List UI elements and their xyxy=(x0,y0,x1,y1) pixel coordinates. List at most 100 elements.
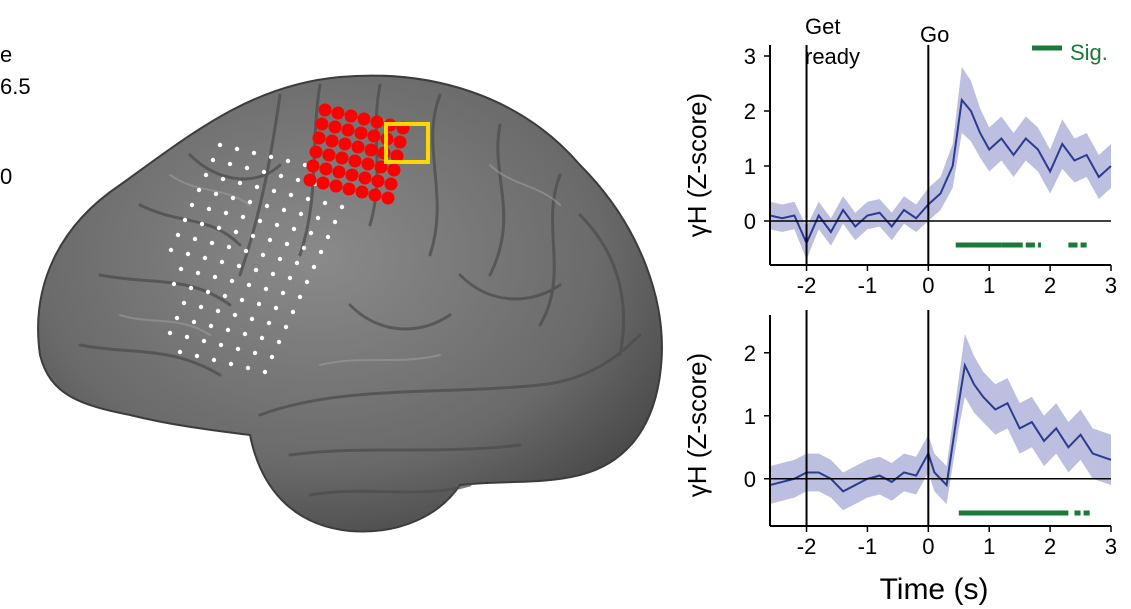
active-electrode xyxy=(390,149,404,163)
x-tick-label: 2 xyxy=(1044,273,1056,298)
electrode-dot xyxy=(240,214,246,220)
electrode-dot xyxy=(203,172,209,178)
electrode-dot xyxy=(202,255,208,261)
electrode-dot xyxy=(216,225,222,231)
top-tick-labels: -2 -1 0 1 2 3 0 1 2 3 xyxy=(744,44,1117,298)
electrode-dot xyxy=(181,300,187,306)
edge-text-3: 0 xyxy=(0,164,13,189)
bottom-axes xyxy=(769,315,1111,527)
active-electrode xyxy=(367,129,381,143)
electrode-dot xyxy=(223,210,229,216)
y-tick-label: 0 xyxy=(744,209,756,234)
top-event-lines xyxy=(805,45,930,265)
electrode-dot xyxy=(315,215,321,221)
electrode-dot xyxy=(261,169,267,175)
x-axis-label: Time (s) xyxy=(880,573,989,606)
active-electrode xyxy=(361,157,375,171)
active-electrode xyxy=(329,179,343,193)
electrode-dot xyxy=(227,161,233,167)
active-electrode xyxy=(335,151,349,165)
legend: Sig. xyxy=(1032,40,1108,65)
event-label-ready: ready xyxy=(805,44,860,69)
y-tick-label: 2 xyxy=(744,99,756,124)
bottom-ci-band xyxy=(770,333,1111,511)
electrode-dot xyxy=(257,218,263,224)
electrode-dot xyxy=(254,184,260,190)
electrode-dot xyxy=(291,226,297,232)
x-tick-label: -2 xyxy=(797,534,817,559)
electrode-dot xyxy=(284,241,290,247)
electrode-dot xyxy=(178,266,184,272)
electrode-dot xyxy=(298,211,304,217)
selected-electrode-box xyxy=(384,122,430,164)
bottom-y-axis-label: γH (Z-score) xyxy=(682,353,712,497)
y-tick-label: 2 xyxy=(744,341,756,366)
active-electrode xyxy=(338,137,352,151)
electrode-dot xyxy=(322,200,328,206)
electrode-dot xyxy=(192,236,198,242)
active-electrode xyxy=(318,103,332,117)
electrode-dot xyxy=(294,260,300,266)
electrode-dot xyxy=(222,293,228,299)
electrode-dot xyxy=(252,350,258,356)
brain-image xyxy=(37,74,663,533)
active-electrode xyxy=(315,117,329,131)
mean-trace xyxy=(769,97,1112,246)
electrode-dot xyxy=(277,256,283,262)
electrode-dot xyxy=(270,271,276,277)
electrode-dot xyxy=(253,267,259,273)
electrode-dot xyxy=(250,233,256,239)
electrode-dot xyxy=(281,207,287,213)
electrode-grid-active xyxy=(303,103,410,205)
electrode-dot xyxy=(239,297,245,303)
electrode-dot xyxy=(305,196,311,202)
edge-text-2: 6.5 xyxy=(0,74,31,99)
electrode-dot xyxy=(271,188,277,194)
electrode-dot xyxy=(220,176,226,182)
active-electrode xyxy=(381,191,395,205)
electrode-dot xyxy=(210,157,216,163)
electrode-dot xyxy=(211,357,217,363)
x-tick-label: 0 xyxy=(922,273,934,298)
active-electrode xyxy=(354,126,368,140)
x-tick-label: 2 xyxy=(1044,534,1056,559)
confidence-band xyxy=(770,333,1111,511)
electrode-dot xyxy=(195,270,201,276)
electrode-dot xyxy=(205,289,211,295)
electrode-dot xyxy=(297,294,303,300)
active-electrode xyxy=(325,134,339,148)
electrode-dot xyxy=(177,349,183,355)
electrode-dot xyxy=(215,308,221,314)
active-electrode xyxy=(370,115,384,129)
active-electrode xyxy=(355,185,369,199)
electrode-dot xyxy=(232,312,238,318)
electrode-dot xyxy=(189,202,195,208)
electrode-grid-inactive xyxy=(167,142,359,375)
electrode-dot xyxy=(175,232,181,238)
electrode-dot xyxy=(226,244,232,250)
electrode-dot xyxy=(332,219,338,225)
electrode-dot xyxy=(325,234,331,240)
edge-text-1: e xyxy=(0,42,13,67)
active-electrode xyxy=(331,106,345,120)
active-electrode xyxy=(364,143,378,157)
electrode-dot xyxy=(287,275,293,281)
electrode-dot xyxy=(269,354,275,360)
top-mean-line xyxy=(769,97,1112,246)
electrode-dot xyxy=(237,180,243,186)
active-electrode xyxy=(344,109,358,123)
electrode-dot xyxy=(182,217,188,223)
electrode-dot xyxy=(260,252,266,258)
active-electrode xyxy=(319,162,333,176)
electrode-dot xyxy=(198,304,204,310)
electrode-dot xyxy=(256,301,262,307)
electrode-dot xyxy=(234,146,240,152)
electrode-dot xyxy=(276,339,282,345)
electrode-dot xyxy=(212,274,218,280)
active-electrode xyxy=(332,165,346,179)
active-electrode xyxy=(358,171,372,185)
confidence-band xyxy=(770,67,1111,260)
electrode-dot xyxy=(217,142,223,148)
electrode-dot xyxy=(209,240,215,246)
electrode-dot xyxy=(228,361,234,367)
